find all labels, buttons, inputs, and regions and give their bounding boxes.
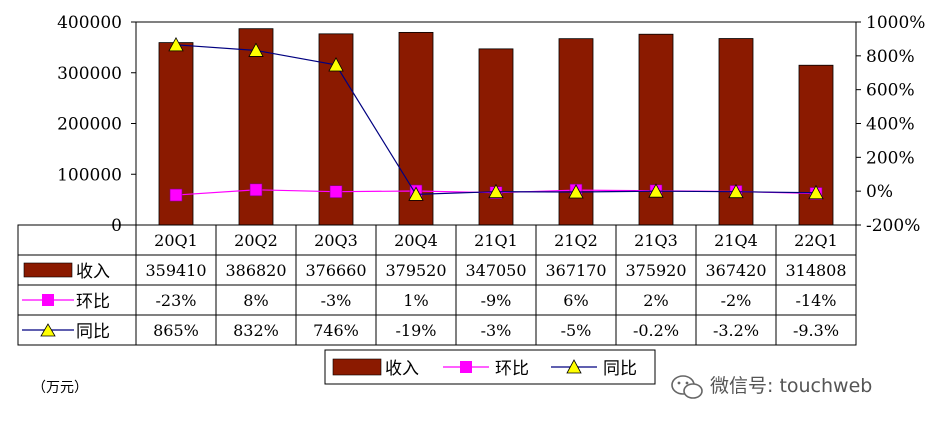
point-同比-20Q1 (168, 36, 184, 52)
right-axis-tick-label: 200% (866, 148, 915, 168)
data-label: 347050 (465, 261, 526, 280)
data-label: 386820 (225, 261, 286, 280)
data-label: -5% (561, 321, 592, 340)
legend-entry-label: 环比 (495, 359, 529, 379)
data-label: -9.3% (793, 321, 839, 340)
legend-key-marker (566, 359, 582, 374)
watermark-text: 微信号: touchweb (710, 375, 872, 397)
data-label: 379520 (385, 261, 446, 280)
legend-key-marker (460, 361, 472, 373)
row-label: 环比 (76, 292, 110, 312)
data-label: 8% (243, 291, 268, 310)
row-label: 同比 (76, 322, 110, 342)
category-label: 20Q3 (314, 231, 358, 250)
data-label: 375920 (625, 261, 686, 280)
data-label: 1% (403, 291, 428, 310)
legend-key-bar (332, 358, 382, 376)
data-label: 314808 (785, 261, 846, 280)
row-label: 收入 (76, 262, 110, 282)
category-label: 21Q2 (554, 231, 598, 250)
right-axis-tick-label: 0% (866, 182, 893, 202)
data-label: 832% (233, 321, 279, 340)
point-同比-21Q4 (728, 183, 744, 199)
left-axis-tick-label: 200000 (57, 115, 122, 135)
data-label: -23% (156, 291, 197, 310)
left-axis-tick-label: 400000 (57, 13, 122, 33)
right-axis-tick-label: 600% (866, 81, 915, 101)
left-axis-tick-label: 100000 (57, 165, 122, 185)
left-axis-tick-label: 300000 (57, 64, 122, 84)
point-环比-20Q2 (249, 183, 263, 197)
right-axis-tick-label: 1000% (866, 13, 925, 33)
plot-area: 0 100000 200000 300000 400000 -200% 0% 200% 400%… (57, 13, 925, 236)
data-label: 865% (153, 321, 199, 340)
data-label: -9% (481, 291, 512, 310)
point-同比-20Q4 (408, 186, 424, 201)
data-label: 2% (643, 291, 668, 310)
data-label: -0.2% (633, 321, 679, 340)
right-axis-tick-label: 400% (866, 115, 915, 135)
data-label: 367170 (545, 261, 606, 280)
category-label: 20Q2 (234, 231, 278, 250)
data-label: 6% (563, 291, 588, 310)
data-label: -3.2% (713, 321, 759, 340)
bar-22Q1 (798, 64, 834, 226)
legend-entry-label: 同比 (603, 359, 637, 379)
data-label: -3% (321, 291, 352, 310)
point-同比-20Q2 (248, 42, 264, 57)
row-key-bar (23, 262, 73, 278)
data-label: -2% (721, 291, 752, 310)
watermark: 微信号: touchweb (671, 375, 872, 399)
right-axis-tick-label: -200% (866, 216, 920, 236)
row-key-marker (40, 323, 56, 337)
data-label: 746% (313, 321, 359, 340)
data-label: -19% (396, 321, 437, 340)
data-table: 20Q1 20Q2 20Q3 20Q4 21Q1 21Q2 21Q3 21Q4 22Q1 收入 35… (17, 224, 857, 346)
category-label: 21Q1 (474, 231, 518, 250)
category-label: 20Q4 (394, 231, 438, 250)
data-label: -14% (796, 291, 837, 310)
point-环比-20Q1 (169, 188, 183, 202)
right-axis-tick-label: 800% (866, 47, 915, 67)
data-label: -3% (481, 321, 512, 340)
legend-entry-label: 收入 (385, 359, 419, 379)
data-label: 376660 (305, 261, 366, 280)
point-同比-21Q2 (568, 184, 584, 199)
row-key-marker (42, 294, 54, 306)
unit-note: （万元） (32, 380, 88, 396)
category-label: 20Q1 (154, 231, 198, 250)
wechat-icon (671, 375, 703, 399)
point-环比-20Q3 (329, 185, 343, 198)
point-同比-22Q1 (808, 184, 824, 200)
category-label: 21Q3 (634, 231, 678, 250)
point-同比-21Q3 (648, 183, 664, 198)
point-同比-21Q1 (488, 183, 504, 199)
legend: 收入 环比 同比 (324, 349, 656, 385)
point-同比-20Q3 (328, 57, 344, 72)
category-label: 21Q4 (714, 231, 758, 250)
data-label: 359410 (145, 261, 206, 280)
left-axis-tick-label: 0 (111, 216, 122, 236)
data-label: 367420 (705, 261, 766, 280)
category-label: 22Q1 (794, 231, 838, 250)
